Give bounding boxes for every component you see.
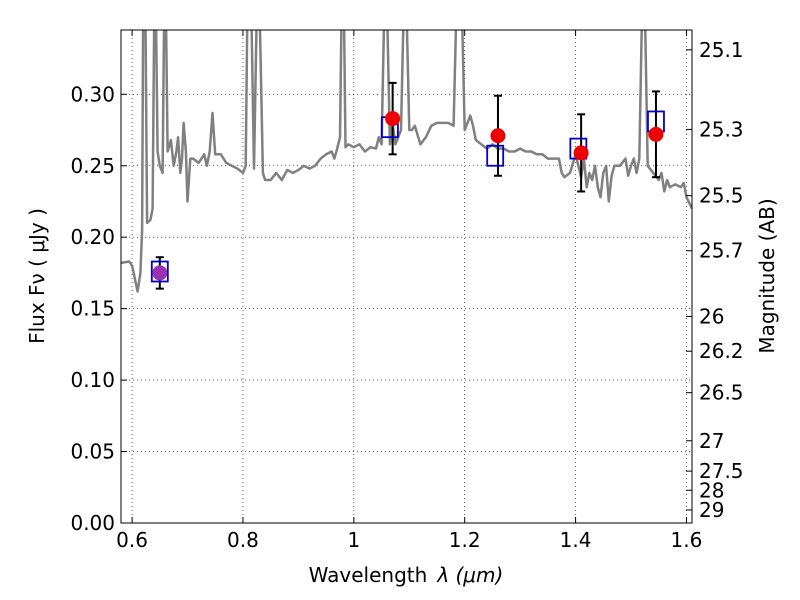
y2-tick-label: 25.3 xyxy=(699,117,744,141)
model-band-box xyxy=(150,260,169,283)
spectrum-line xyxy=(121,30,692,293)
model-band-box xyxy=(486,144,505,167)
plot-frame xyxy=(120,29,693,524)
y2-tick-label: 26 xyxy=(699,304,724,328)
y2-tick-label: 29 xyxy=(699,498,724,522)
y2-tick-label: 25.1 xyxy=(699,38,744,62)
y-tick-label: 0.05 xyxy=(70,440,115,464)
plot-area xyxy=(121,30,692,523)
y-tick-label: 0.00 xyxy=(70,511,115,535)
observed-point xyxy=(385,111,401,127)
x-tick-label: 1.6 xyxy=(671,528,703,552)
y2-tick-label: 26.2 xyxy=(699,339,744,363)
x-tick-label: 0.8 xyxy=(227,528,259,552)
y2-tick-label: 26.5 xyxy=(699,381,744,405)
y-tick-label: 0.15 xyxy=(70,297,115,321)
x-tick-label: 0.6 xyxy=(116,528,148,552)
observed-point xyxy=(152,265,168,281)
observed-point xyxy=(490,128,506,144)
axis-ticks: 0.6 0.8 1 1.2 1.4 1.6 0.00 0.05 0.10 0.15 0.20 0.25… xyxy=(70,30,744,552)
x-axis-label: Wavelength λ (μm) xyxy=(309,563,504,587)
observed-points xyxy=(152,111,664,281)
y2-tick-label: 25.7 xyxy=(699,239,744,263)
x-tick-label: 1.4 xyxy=(560,528,592,552)
x-tick-label: 1 xyxy=(347,528,360,552)
y-axis-label: Flux Fν ( μJy ) xyxy=(25,208,49,344)
model-spectrum xyxy=(121,30,692,293)
observed-point xyxy=(573,145,589,161)
y2-tick-label: 27 xyxy=(699,429,724,453)
y2-tick-label: 25.5 xyxy=(699,184,744,208)
y-tick-label: 0.10 xyxy=(70,368,115,392)
y-tick-label: 0.20 xyxy=(70,225,115,249)
y2-tick-label: 27.5 xyxy=(699,459,744,483)
y2-tick-label: 28 xyxy=(699,478,724,502)
y2-axis-label: Magnitude (AB) xyxy=(755,198,779,353)
observed-point xyxy=(648,126,664,142)
y-tick-label: 0.30 xyxy=(70,82,115,106)
x-tick-label: 1.2 xyxy=(449,528,481,552)
y-tick-label: 0.25 xyxy=(70,154,115,178)
